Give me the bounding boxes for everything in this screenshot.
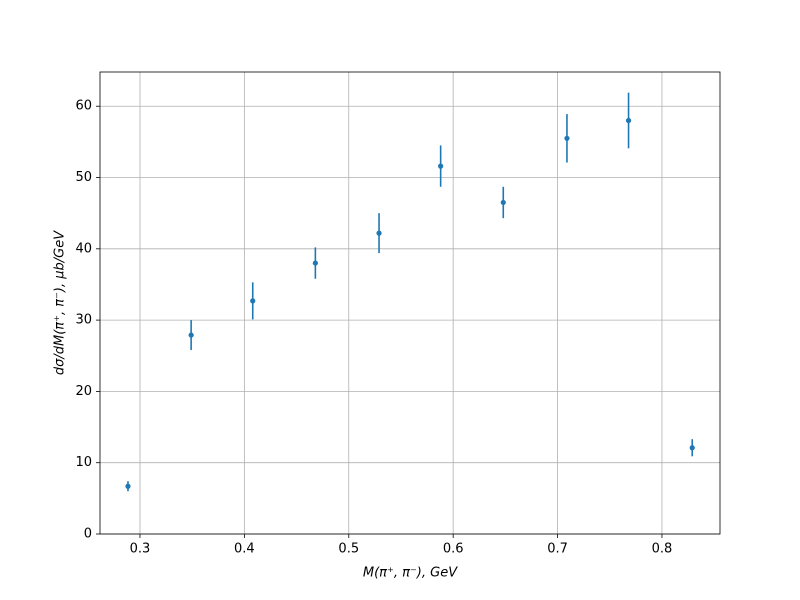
y-tick-label: 60 (75, 99, 92, 114)
data-point (376, 230, 382, 236)
x-axis-label: M(π⁺, π⁻), GeV (363, 566, 458, 581)
y-tick-label: 10 (75, 455, 92, 470)
data-point (188, 332, 194, 338)
data-point (625, 117, 632, 124)
y-axis-label: dσ/dM(π⁺, π⁻), μb/GeV (53, 230, 68, 375)
y-tick-label: 0 (84, 527, 92, 542)
data-point (125, 483, 131, 489)
x-tick-label: 0.8 (652, 542, 673, 557)
data-point (250, 298, 256, 304)
x-tick-label: 0.3 (130, 542, 151, 557)
x-tick-label: 0.7 (547, 542, 568, 557)
data-point (564, 135, 570, 141)
x-tick-label: 0.4 (234, 542, 255, 557)
y-tick-label: 50 (75, 170, 92, 185)
x-tick-label: 0.5 (338, 542, 359, 557)
data-point (500, 199, 506, 206)
x-tick-label: 0.6 (443, 542, 464, 557)
data-point (312, 260, 318, 266)
y-tick-label: 40 (75, 241, 92, 256)
y-tick-label: 30 (75, 313, 92, 328)
plot-frame (99, 71, 721, 535)
data-point (689, 445, 695, 451)
y-tick-label: 20 (75, 384, 92, 399)
data-point (438, 163, 444, 169)
